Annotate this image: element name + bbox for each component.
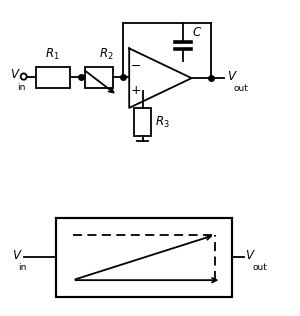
Text: $V\!$: $V\!$ — [12, 249, 22, 262]
Text: $+$: $+$ — [130, 84, 141, 97]
Text: out: out — [234, 84, 249, 94]
Text: out: out — [253, 263, 267, 272]
Text: in: in — [17, 83, 25, 92]
Text: $R_2$: $R_2$ — [100, 46, 114, 62]
Bar — [36, 67, 70, 88]
Text: $C$: $C$ — [192, 27, 202, 40]
Text: $V\!$: $V\!$ — [245, 249, 256, 262]
Bar — [56, 217, 232, 297]
Text: $R_1$: $R_1$ — [45, 46, 60, 62]
Bar — [134, 108, 152, 136]
Bar — [85, 67, 113, 88]
Text: $V\!$: $V\!$ — [10, 69, 21, 82]
Text: $V\!$: $V\!$ — [227, 70, 238, 83]
Text: in: in — [18, 263, 27, 272]
Text: $-$: $-$ — [130, 59, 141, 72]
Text: $R_3$: $R_3$ — [155, 114, 170, 130]
